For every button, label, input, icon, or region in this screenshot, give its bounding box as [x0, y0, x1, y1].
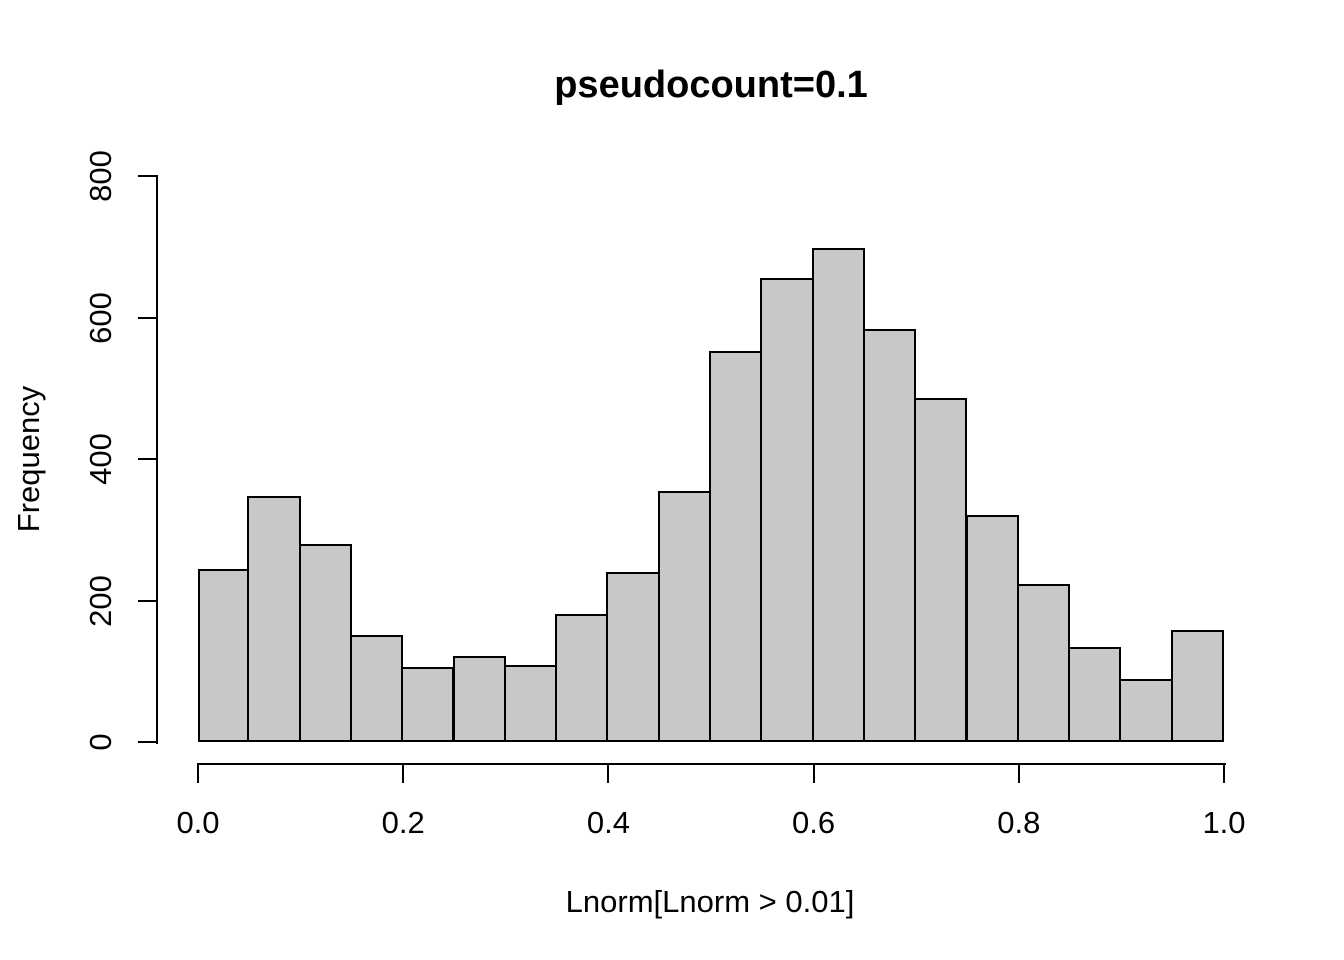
x-tick-label: 1.0 [1202, 805, 1246, 840]
histogram-bar [709, 351, 763, 742]
histogram-bar [349, 635, 404, 742]
x-tick-label: 0.2 [381, 805, 425, 840]
y-tick-label: 600 [83, 291, 118, 344]
y-tick [138, 175, 158, 177]
x-tick [402, 763, 405, 783]
histogram-bar [606, 572, 660, 742]
x-tick-label: 0.6 [792, 805, 836, 840]
histogram-bar [555, 613, 609, 742]
y-tick [138, 741, 158, 743]
histogram-bar [298, 543, 352, 742]
plot-area [198, 176, 1224, 742]
y-tick [138, 316, 158, 319]
y-tick [138, 458, 158, 460]
y-tick-label: 800 [83, 150, 118, 202]
x-tick-label: 0.0 [176, 805, 220, 840]
histogram-bar [198, 568, 250, 742]
histogram-bar [1170, 630, 1224, 742]
y-axis-title: Frequency [11, 385, 46, 533]
x-axis-line [197, 763, 1226, 765]
histogram-bar [811, 248, 865, 742]
chart-title: pseudocount=0.1 [554, 64, 868, 106]
x-tick-label: 0.4 [586, 805, 630, 840]
x-tick [1017, 763, 1020, 783]
histogram-bar [965, 514, 1019, 742]
histogram-bar [503, 664, 558, 742]
histogram-bar [452, 656, 506, 742]
histogram-bar [657, 490, 711, 742]
y-tick [138, 599, 158, 602]
histogram-bar [1119, 679, 1173, 742]
x-tick [812, 763, 815, 783]
histogram-bar [1016, 584, 1071, 742]
y-tick-label: 200 [83, 574, 118, 627]
histogram-bar [247, 495, 301, 742]
x-tick [607, 763, 610, 783]
y-tick-label: 0 [83, 733, 118, 751]
x-tick [1223, 763, 1225, 783]
histogram-bar [914, 398, 968, 742]
x-tick-label: 0.8 [997, 805, 1041, 840]
histogram-bar [401, 667, 455, 742]
x-tick [197, 763, 199, 783]
y-tick-label: 400 [83, 433, 118, 485]
x-axis-title: Lnorm[Lnorm > 0.01] [565, 884, 855, 919]
histogram-bar [760, 277, 814, 742]
histogram-bar [862, 328, 917, 742]
histogram-bar [1068, 647, 1122, 742]
